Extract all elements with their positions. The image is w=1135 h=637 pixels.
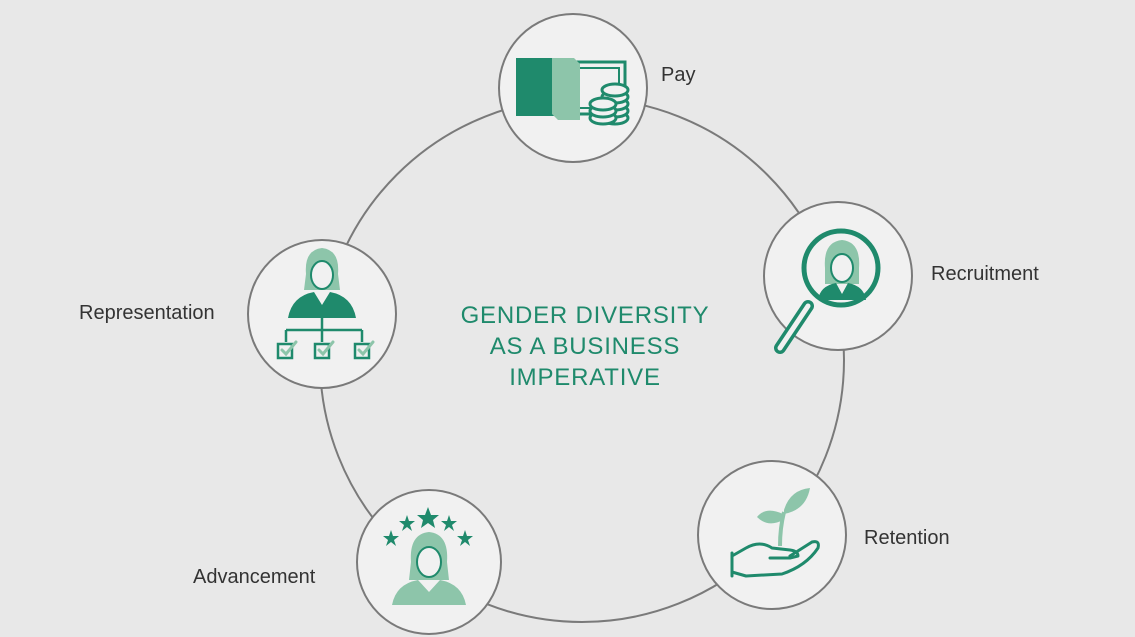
title-line-1: GENDER DIVERSITY [460,302,710,329]
diagram-title: GENDER DIVERSITY AS A BUSINESS IMPERATIV… [380,300,790,393]
title-line-3: IMPERATIVE [509,364,661,391]
pay-label: Pay [661,64,696,86]
person-stars-icon [383,507,473,605]
representation-label: Representation [79,302,215,324]
advancement-node [356,489,502,635]
hand-seedling-icon [730,488,820,578]
recruitment-node [763,201,913,354]
title-line-2: AS A BUSINESS [489,333,681,360]
money-coins-icon [516,58,630,126]
org-chart-icon [276,248,375,360]
magnifier-person-icon [774,228,881,354]
retention-node [697,460,847,610]
pay-node [498,13,648,163]
representation-node [247,239,397,389]
advancement-label: Advancement [193,566,316,588]
recruitment-label: Recruitment [931,263,1039,285]
retention-label: Retention [864,527,950,549]
retention-node-circle [697,460,847,610]
